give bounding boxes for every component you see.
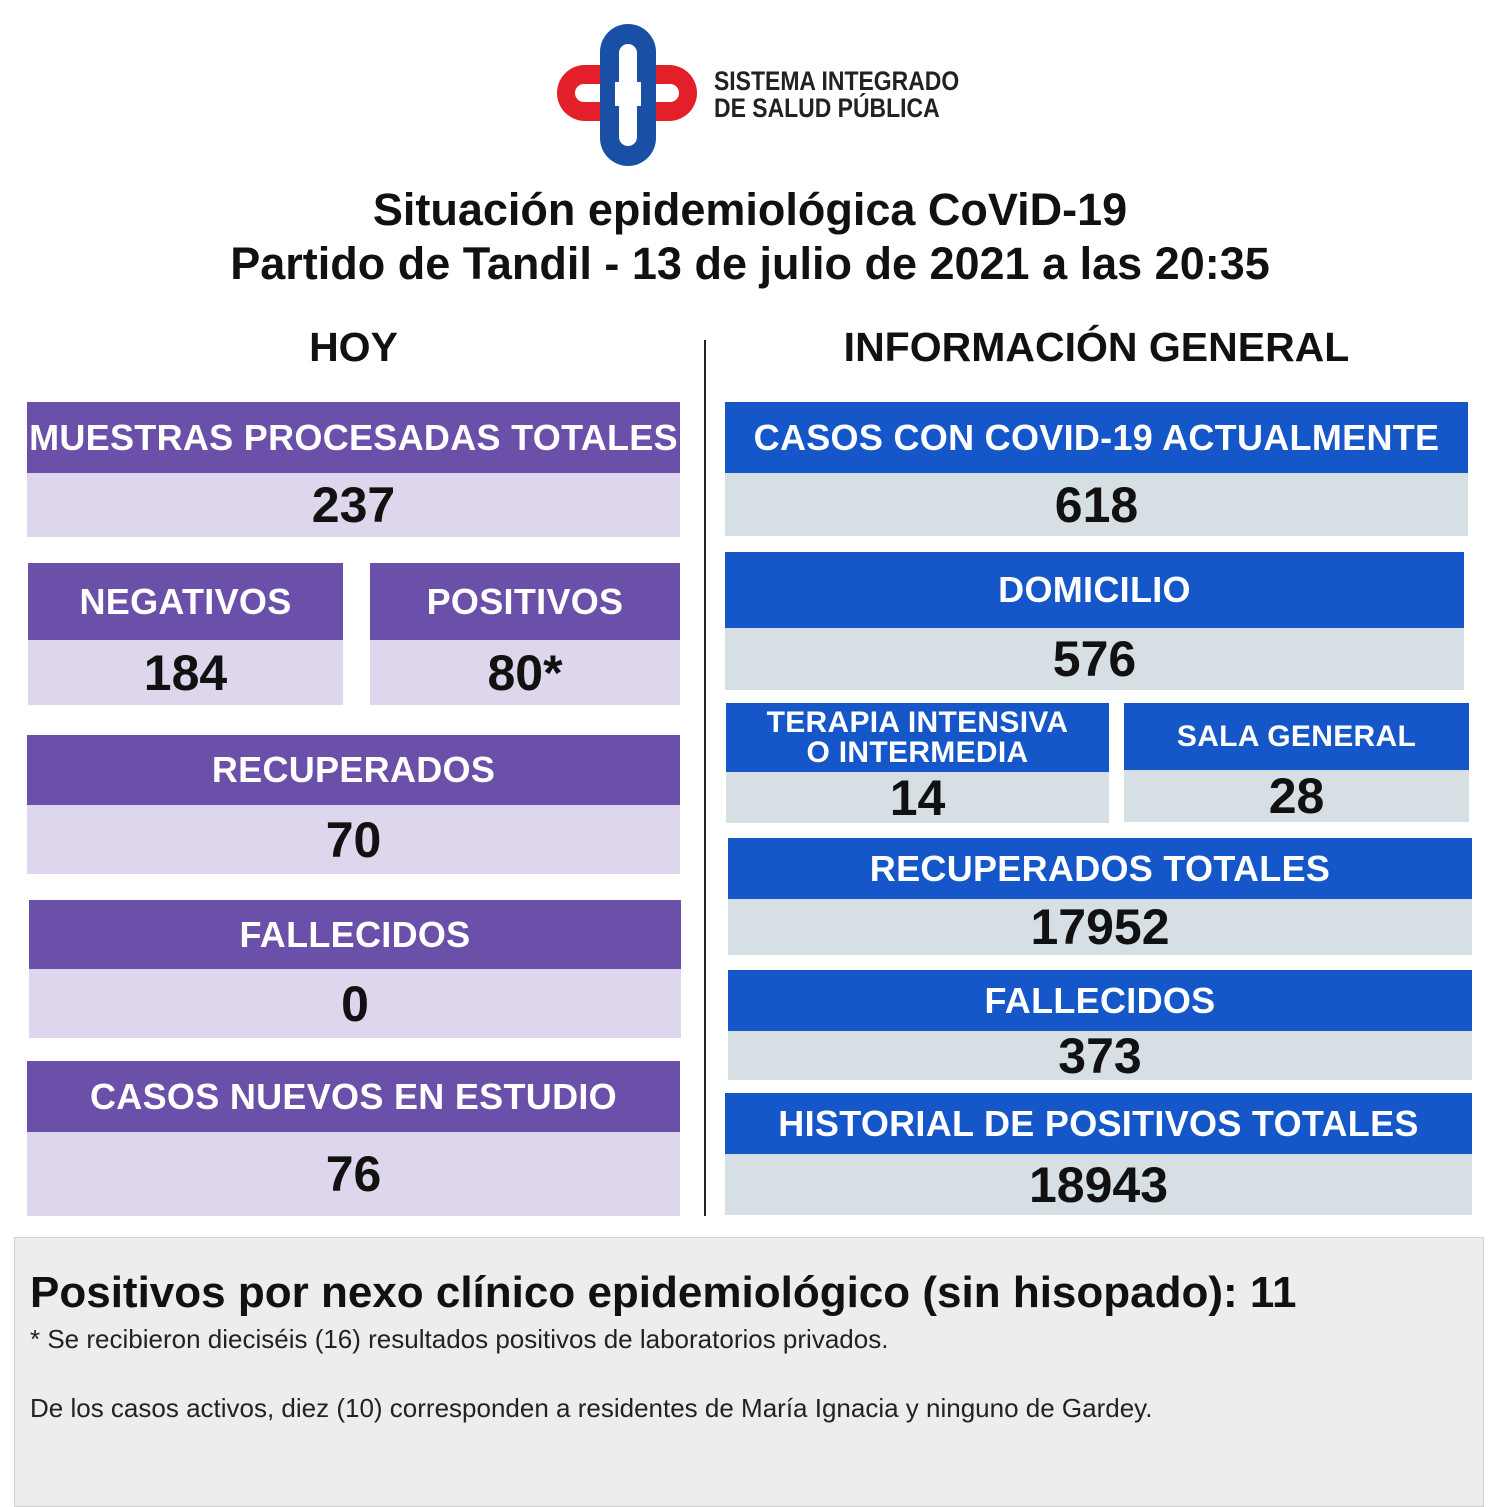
card-label: TERAPIA INTENSIVA O INTERMEDIA [726,703,1109,772]
card-label: FALLECIDOS [29,900,681,969]
fallecidos-general-card: FALLECIDOS 373 [728,970,1472,1084]
page-subtitle: Partido de Tandil - 13 de julio de 2021 … [230,238,1270,289]
card-value: 18943 [725,1154,1472,1215]
logo-icon [557,24,697,166]
card-label: HISTORIAL DE POSITIVOS TOTALES [725,1093,1472,1154]
card-label: RECUPERADOS TOTALES [728,838,1472,899]
fallecidos-today-card: FALLECIDOS 0 [29,900,681,1038]
page-title: Situación epidemiológica CoViD-19 [372,184,1128,235]
card-value: 0 [29,969,681,1038]
logo-line1: SISTEMA INTEGRADO [714,66,960,96]
card-value: 618 [725,473,1468,536]
card-value: 28 [1124,768,1469,824]
card-value: 237 [27,473,680,537]
card-value: 14 [726,770,1109,826]
card-label: CASOS CON COVID-19 ACTUALMENTE [725,402,1468,473]
card-value: 76 [27,1132,680,1216]
card-label: RECUPERADOS [27,735,680,805]
card-value: 184 [28,640,343,705]
nexo-text: Positivos por nexo clínico epidemiológic… [30,1268,1297,1317]
negativos-card: NEGATIVOS 184 [28,563,343,705]
card-label: POSITIVOS [370,563,680,640]
positivos-card: POSITIVOS 80* [370,563,680,705]
activos-card: CASOS CON COVID-19 ACTUALMENTE 618 [725,402,1468,536]
active-cases-note: De los casos activos, diez (10) correspo… [30,1393,1153,1423]
private-labs-note: * Se recibieron dieciséis (16) resultado… [30,1324,889,1354]
muestras-card: MUESTRAS PROCESADAS TOTALES 237 [27,402,680,537]
card-value: 17952 [728,899,1472,955]
card-label: CASOS NUEVOS EN ESTUDIO [27,1061,680,1132]
recuperados-totales-card: RECUPERADOS TOTALES 17952 [728,838,1472,955]
recuperados-card: RECUPERADOS 70 [27,735,680,874]
card-label: MUESTRAS PROCESADAS TOTALES [27,402,680,473]
card-label: FALLECIDOS [728,970,1472,1031]
card-value: 373 [728,1028,1472,1084]
logo-text: SISTEMA INTEGRADO DE SALUD PÚBLICA [714,68,959,122]
nuevos-estudio-card: CASOS NUEVOS EN ESTUDIO 76 [27,1061,680,1216]
logo-line2: DE SALUD PÚBLICA [714,93,940,123]
footer-notes: Positivos por nexo clínico epidemiológic… [14,1237,1484,1507]
card-label: SALA GENERAL [1124,703,1469,770]
sala-card: SALA GENERAL 28 [1124,703,1469,824]
card-value: 80* [370,640,680,705]
card-label: NEGATIVOS [28,563,343,640]
historial-card: HISTORIAL DE POSITIVOS TOTALES 18943 [725,1093,1472,1215]
card-label: DOMICILIO [725,552,1464,628]
general-heading: INFORMACIÓN GENERAL [843,324,1350,370]
card-value: 70 [27,805,680,874]
today-heading: HOY [309,324,398,370]
card-value: 576 [725,628,1464,690]
domicilio-card: DOMICILIO 576 [725,552,1464,690]
column-divider [704,340,706,1216]
terapia-card: TERAPIA INTENSIVA O INTERMEDIA 14 [726,703,1109,826]
